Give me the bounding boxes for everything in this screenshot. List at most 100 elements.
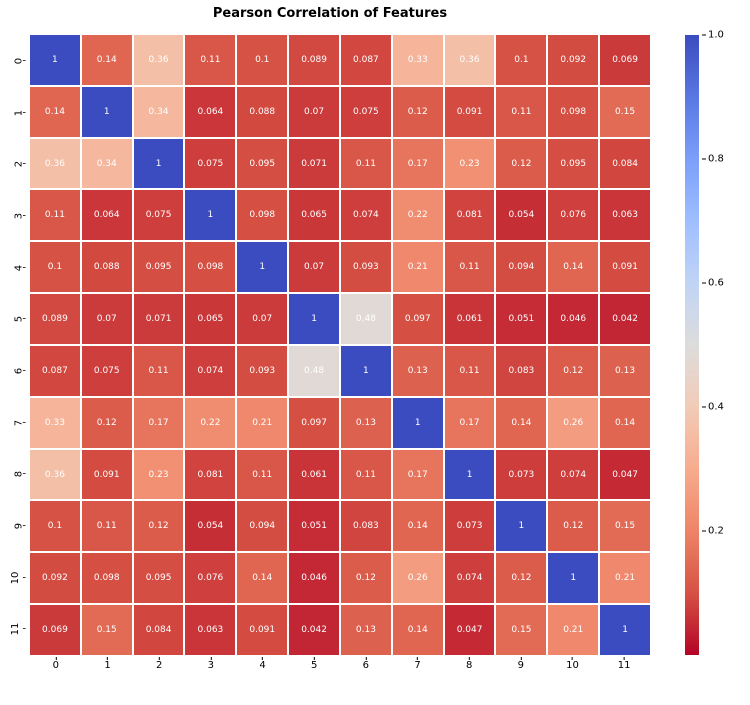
heatmap-cell: 0.11 [445, 242, 495, 292]
heatmap-cell: 0.1 [237, 35, 287, 85]
heatmap-cell: 0.075 [341, 87, 391, 137]
heatmap-grid: 10.140.360.110.10.0890.0870.330.360.10.0… [30, 35, 650, 655]
heatmap-cell: 0.095 [134, 553, 184, 603]
heatmap-cell: 1 [289, 294, 339, 344]
heatmap-cell: 1 [496, 501, 546, 551]
heatmap-cell: 0.07 [237, 294, 287, 344]
heatmap-cell: 0.1 [496, 35, 546, 85]
heatmap-cell: 0.089 [289, 35, 339, 85]
heatmap-cell: 0.21 [548, 605, 598, 655]
x-tick-label: 7 [414, 657, 420, 705]
heatmap-cell: 1 [445, 450, 495, 500]
heatmap-cell: 0.051 [289, 501, 339, 551]
heatmap-cell: 0.12 [134, 501, 184, 551]
y-tick-label: 10 - [0, 572, 26, 583]
heatmap-cell: 0.11 [341, 139, 391, 189]
heatmap-cell: 0.12 [548, 346, 598, 396]
heatmap-cell: 0.054 [496, 190, 546, 240]
heatmap-cell: 0.084 [134, 605, 184, 655]
heatmap-cell: 0.12 [393, 87, 443, 137]
heatmap-cell: 0.11 [237, 450, 287, 500]
heatmap-cell: 0.36 [445, 35, 495, 85]
heatmap-cell: 0.21 [237, 398, 287, 448]
colorbar-tick-label: 0.4 [702, 402, 724, 413]
colorbar-tick-label: 0.2 [702, 526, 724, 537]
y-tick-label: 1 - [0, 107, 26, 118]
heatmap-cell: 0.091 [600, 242, 650, 292]
heatmap-cell: 0.14 [548, 242, 598, 292]
y-tick-label: 8 - [0, 469, 26, 480]
heatmap-cell: 0.076 [185, 553, 235, 603]
heatmap-cell: 0.097 [289, 398, 339, 448]
heatmap-cell: 0.065 [185, 294, 235, 344]
heatmap-cell: 0.15 [600, 501, 650, 551]
heatmap-cell: 0.13 [600, 346, 650, 396]
heatmap-cell: 0.094 [496, 242, 546, 292]
heatmap-cell: 0.073 [496, 450, 546, 500]
heatmap-cell: 0.12 [496, 139, 546, 189]
heatmap-cell: 0.095 [548, 139, 598, 189]
heatmap-cell: 1 [185, 190, 235, 240]
heatmap-cell: 0.12 [496, 553, 546, 603]
heatmap-cell: 0.074 [341, 190, 391, 240]
heatmap-cell: 0.36 [134, 35, 184, 85]
heatmap-cell: 0.061 [289, 450, 339, 500]
heatmap-cell: 1 [548, 553, 598, 603]
heatmap-cell: 0.087 [341, 35, 391, 85]
heatmap-cell: 0.081 [445, 190, 495, 240]
heatmap-cell: 0.07 [289, 87, 339, 137]
heatmap-cell: 0.26 [393, 553, 443, 603]
y-tick-label: 3 - [0, 210, 26, 221]
x-tick-label: 1 [104, 657, 110, 705]
heatmap-cell: 0.11 [30, 190, 80, 240]
heatmap-cell: 1 [82, 87, 132, 137]
heatmap-cell: 0.047 [600, 450, 650, 500]
heatmap-cell: 0.075 [185, 139, 235, 189]
heatmap-cell: 0.11 [341, 450, 391, 500]
heatmap-cell: 1 [134, 139, 184, 189]
heatmap-cell: 0.33 [30, 398, 80, 448]
heatmap-cell: 0.063 [185, 605, 235, 655]
heatmap-cell: 0.14 [393, 501, 443, 551]
x-tick-label: 11 [618, 657, 631, 705]
heatmap-area: 10.140.360.110.10.0890.0870.330.360.10.0… [30, 35, 650, 655]
heatmap-cell: 0.17 [393, 139, 443, 189]
heatmap-cell: 0.14 [496, 398, 546, 448]
colorbar-tick-label: 1.0 [702, 30, 724, 41]
heatmap-cell: 0.063 [600, 190, 650, 240]
y-tick-label: 0 - [0, 55, 26, 66]
colorbar [685, 35, 699, 655]
heatmap-cell: 0.091 [82, 450, 132, 500]
heatmap-cell: 0.15 [496, 605, 546, 655]
heatmap-cell: 0.15 [82, 605, 132, 655]
heatmap-cell: 0.098 [82, 553, 132, 603]
heatmap-cell: 0.12 [82, 398, 132, 448]
x-tick-label: 10 [566, 657, 579, 705]
heatmap-cell: 0.081 [185, 450, 235, 500]
heatmap-cell: 0.065 [289, 190, 339, 240]
heatmap-cell: 0.074 [548, 450, 598, 500]
heatmap-cell: 0.071 [289, 139, 339, 189]
heatmap-cell: 0.11 [496, 87, 546, 137]
heatmap-cell: 0.13 [393, 346, 443, 396]
heatmap-cell: 0.11 [82, 501, 132, 551]
heatmap-cell: 0.093 [341, 242, 391, 292]
heatmap-cell: 0.22 [393, 190, 443, 240]
heatmap-cell: 0.051 [496, 294, 546, 344]
heatmap-cell: 0.069 [600, 35, 650, 85]
heatmap-cell: 0.17 [445, 398, 495, 448]
y-tick-label: 9 - [0, 520, 26, 531]
y-tick-label: 4 - [0, 262, 26, 273]
x-tick-label: 0 [53, 657, 59, 705]
heatmap-cell: 0.083 [496, 346, 546, 396]
heatmap-cell: 0.12 [548, 501, 598, 551]
heatmap-cell: 0.11 [445, 346, 495, 396]
heatmap-cell: 0.046 [548, 294, 598, 344]
heatmap-cell: 0.075 [82, 346, 132, 396]
heatmap-cell: 0.23 [134, 450, 184, 500]
heatmap-cell: 0.088 [82, 242, 132, 292]
chart-title: Pearson Correlation of Features [0, 6, 660, 21]
heatmap-cell: 0.046 [289, 553, 339, 603]
heatmap-cell: 0.14 [237, 553, 287, 603]
x-tick-label: 6 [363, 657, 369, 705]
